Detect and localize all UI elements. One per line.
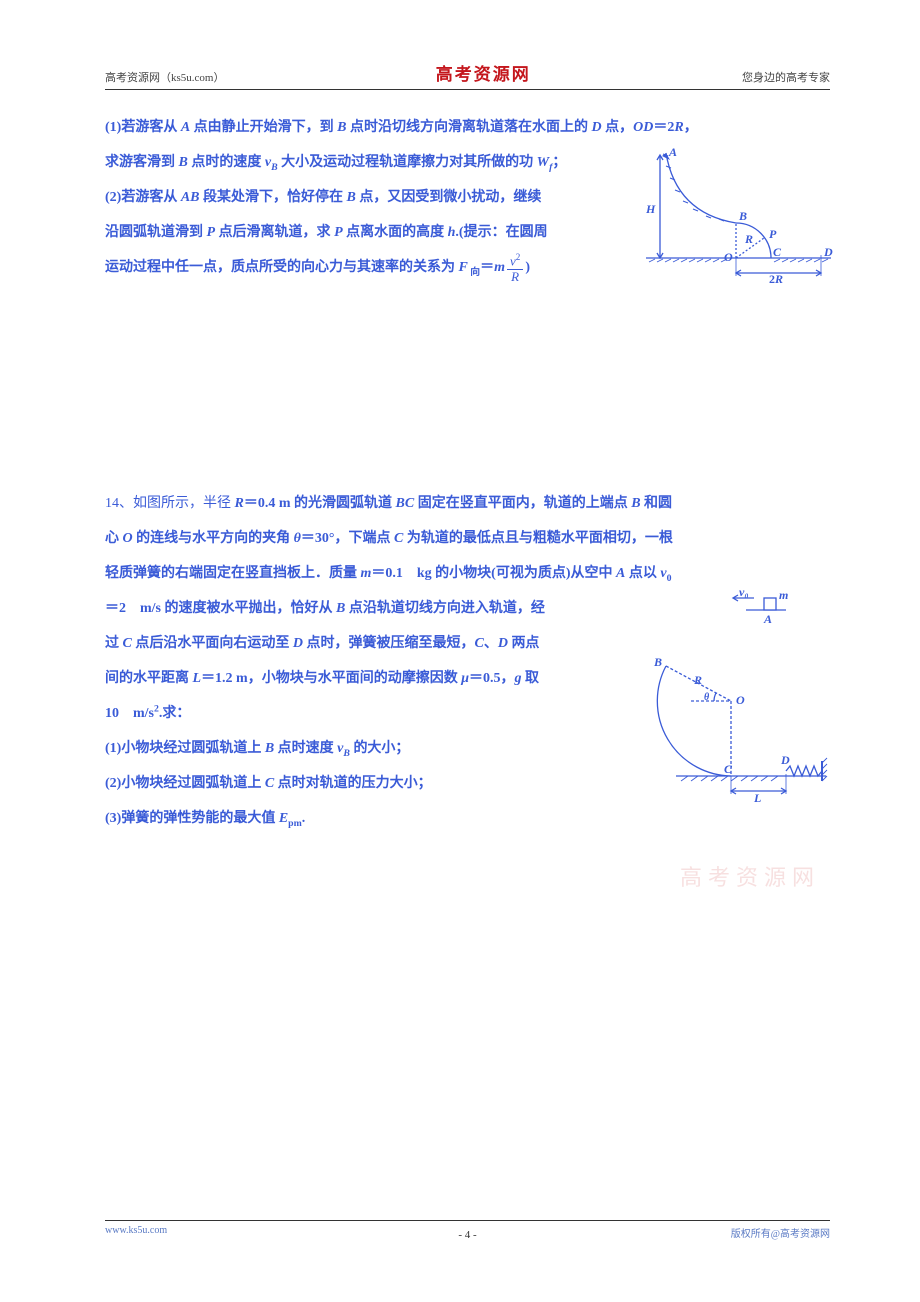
page-header: 高考资源网（ks5u.com） 高考资源网 您身边的高考专家 [105,60,830,90]
page-content: (1)若游客从 A 点由静止开始滑下，到 B 点时沿切线方向滑离轨道落在水面上的… [105,110,830,836]
spring [786,766,822,776]
label-B: B [653,655,662,669]
label-R: R [744,232,753,246]
label-O: O [736,693,745,707]
question-13-continued: (1)若游客从 A 点由静止开始滑下，到 B 点时沿切线方向滑离轨道落在水面上的… [105,110,830,286]
block-m [764,598,776,610]
footer-page-number: - 4 - [458,1229,476,1241]
q2-line2: 心 O 的连线与水平方向的夹角 θ＝30°，下端点 C 为轨道的最低点且与粗糙水… [105,521,830,556]
footer-right: 版权所有@高考资源网 [731,1225,830,1240]
header-center-logo: 高考资源网 [436,60,531,85]
q2-line1: 14、如图所示，半径 R＝0.4 m 的光滑圆弧轨道 BC 固定在竖直平面内，轨… [105,486,830,521]
label-m: m [779,588,788,602]
curve-AB [666,153,736,223]
label-C: C [773,245,782,259]
ground-hatch [681,776,778,781]
hatch-AB [663,154,724,221]
label-O: O [724,250,733,264]
q1-line1: (1)若游客从 A 点由静止开始滑下，到 B 点时沿切线方向滑离轨道落在水面上的… [105,110,830,145]
header-right: 您身边的高考专家 [742,69,830,85]
label-theta: θ [704,692,710,703]
water-hatch [649,259,828,262]
label-A: A [763,612,772,626]
question-14: 14、如图所示，半径 R＝0.4 m 的光滑圆弧轨道 BC 固定在竖直平面内，轨… [105,486,830,837]
watermark: 高考资源网 [680,860,820,892]
label-C: C [724,762,733,776]
label-2R: 2R [769,272,783,286]
figure-slide-diagram: A B P C D O H R 2R [646,148,836,298]
label-P: P [769,227,777,241]
fraction-v2-over-R: v2R [507,252,523,284]
page-footer: www.ks5u.com - 4 - 版权所有@高考资源网 [105,1220,830,1240]
footer-left: www.ks5u.com [105,1225,167,1240]
header-left: 高考资源网（ks5u.com） [105,69,224,85]
label-L: L [753,791,761,805]
figure-spring-diagram: v₀ m A B R θ O C D L [646,586,836,816]
label-D: D [780,753,790,767]
label-B: B [738,209,747,223]
label-R: R [693,673,702,687]
theta-arc [714,693,716,701]
label-A: A [668,148,677,159]
label-D: D [823,245,833,259]
label-v0: v₀ [739,586,749,599]
label-H: H [646,202,656,216]
arc-BC [736,223,771,258]
